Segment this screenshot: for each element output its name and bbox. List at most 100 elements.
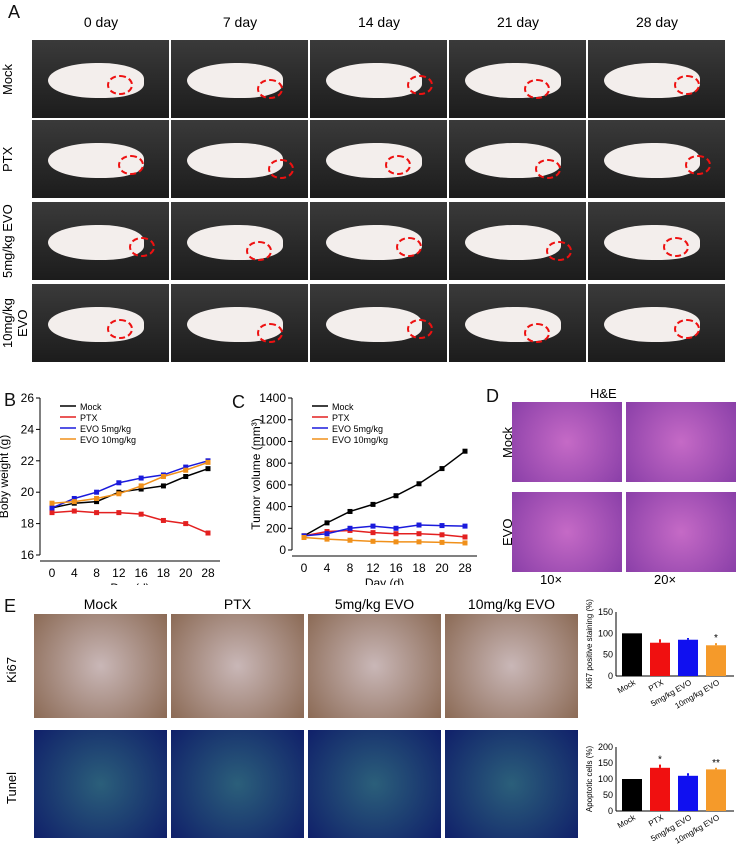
svg-text:12: 12 [112, 566, 126, 580]
svg-text:28: 28 [201, 566, 215, 580]
svg-text:12: 12 [366, 561, 380, 575]
tumor-marker [107, 319, 134, 340]
svg-text:1400: 1400 [259, 391, 286, 405]
svg-text:Boby weight (g): Boby weight (g) [0, 435, 11, 518]
mouse-photo [310, 284, 447, 362]
mouse-photo [32, 284, 169, 362]
tumor-marker [107, 75, 134, 96]
he-image [512, 402, 622, 482]
mouse-photo [32, 202, 169, 280]
svg-text:28: 28 [458, 561, 472, 575]
he-image [626, 402, 736, 482]
day-header: 14 day [357, 14, 401, 30]
tumor-marker [385, 155, 412, 176]
tumor-marker [663, 237, 690, 258]
svg-text:150: 150 [598, 758, 613, 768]
ki67-image [445, 614, 578, 718]
panel-label-a: A [8, 2, 21, 22]
tumor-marker [524, 79, 551, 99]
mouse-shape [326, 307, 423, 343]
svg-text:Apoptotic cells (%): Apoptotic cells (%) [585, 746, 594, 813]
mouse-photo [588, 40, 725, 118]
tumor-marker [535, 159, 562, 179]
mouse-photo [310, 120, 447, 198]
tumor-marker [674, 319, 701, 340]
mouse-photo [449, 202, 586, 280]
mouse-shape [465, 225, 562, 261]
ihc-row-label: Tunel [4, 771, 19, 805]
ihc-row-label: Ki67 [4, 656, 19, 684]
tunel-image [445, 730, 578, 838]
svg-text:8: 8 [93, 566, 100, 580]
mouse-photo [310, 202, 447, 280]
panel-label-c: C [232, 392, 245, 412]
mouse-photo [310, 40, 447, 118]
mouse-shape [48, 225, 145, 261]
panel-label-d: D [486, 386, 499, 406]
svg-text:0: 0 [279, 543, 286, 557]
day-header: 21 day [496, 14, 540, 30]
svg-text:*: * [658, 755, 662, 766]
mouse-photo [449, 40, 586, 118]
group-label: 5mg/kg EVO [0, 204, 15, 278]
svg-text:24: 24 [21, 422, 35, 436]
mouse-shape [326, 63, 423, 99]
svg-text:18: 18 [157, 566, 171, 580]
svg-text:Mock: Mock [616, 812, 638, 830]
svg-text:EVO 10mg/kg: EVO 10mg/kg [332, 435, 388, 445]
tumor-marker [257, 323, 284, 343]
svg-text:0: 0 [49, 566, 56, 580]
svg-text:50: 50 [603, 790, 613, 800]
svg-text:200: 200 [598, 742, 613, 752]
mouse-photo [449, 120, 586, 198]
svg-text:Day (d): Day (d) [365, 576, 404, 585]
svg-text:200: 200 [266, 521, 286, 535]
mouse-photo [588, 202, 725, 280]
mouse-photo [449, 284, 586, 362]
svg-text:50: 50 [603, 650, 613, 660]
ihc-col-label: 5mg/kg EVO [334, 596, 415, 612]
svg-text:0: 0 [608, 806, 613, 816]
svg-text:1000: 1000 [259, 434, 286, 448]
tunel-image [308, 730, 441, 838]
ihc-col-label: PTX [223, 596, 252, 612]
svg-text:PTX: PTX [80, 413, 98, 423]
mouse-photo [588, 120, 725, 198]
svg-text:20: 20 [435, 561, 449, 575]
svg-text:16: 16 [134, 566, 148, 580]
group-label: PTX [0, 146, 15, 172]
svg-text:4: 4 [324, 561, 331, 575]
mouse-photo [171, 202, 308, 280]
day-header: 0 day [83, 14, 119, 30]
tumor-marker [257, 79, 284, 99]
panel-label-e: E [4, 596, 17, 616]
he-col-label: 10× [540, 572, 563, 587]
he-image [626, 492, 736, 572]
svg-text:Mock: Mock [80, 402, 102, 412]
tunel-image [34, 730, 167, 838]
svg-text:0: 0 [608, 671, 613, 681]
svg-text:EVO 5mg/kg: EVO 5mg/kg [332, 424, 383, 434]
tumor-marker [546, 241, 573, 261]
tumor-marker [407, 319, 434, 340]
tumor-volume-chart: 0 200 400 600 800 1000 1200 1400 0 4 8 12 16 18 20 28 Da… [249, 391, 477, 585]
tumor-marker [268, 159, 295, 179]
svg-text:*: * [714, 633, 718, 644]
mouse-photo [32, 120, 169, 198]
tumor-marker [674, 75, 701, 96]
mouse-shape [604, 143, 701, 179]
svg-text:400: 400 [266, 500, 286, 514]
svg-text:16: 16 [21, 548, 35, 562]
tumor-marker [407, 75, 434, 96]
svg-text:PTX: PTX [332, 413, 350, 423]
svg-text:600: 600 [266, 478, 286, 492]
svg-text:Day (d): Day (d) [110, 581, 149, 585]
tumor-marker [129, 237, 156, 258]
ki67-bar-chart: 0 50 100 150 Ki67 positive staining (%) Mock P… [585, 599, 734, 711]
day-header: 28 day [635, 14, 679, 30]
svg-text:20: 20 [179, 566, 193, 580]
he-title: H&E [590, 386, 617, 401]
svg-text:Mock: Mock [332, 402, 354, 412]
svg-text:**: ** [712, 758, 720, 769]
